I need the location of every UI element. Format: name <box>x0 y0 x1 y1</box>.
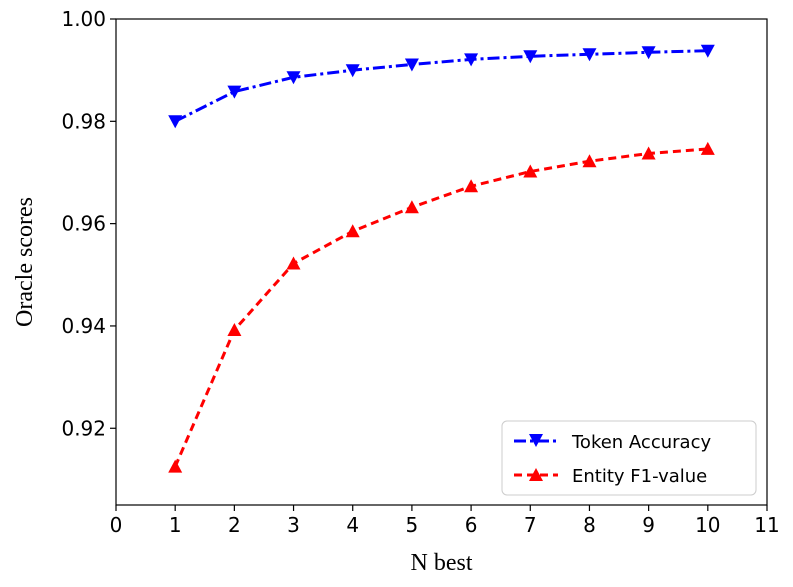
series-line-token-accuracy <box>174 49 708 123</box>
data-point-token-accuracy <box>582 48 597 62</box>
x-tick-label: 11 <box>754 513 779 537</box>
data-point-entity-f1 <box>168 459 183 473</box>
data-point-entity-f1 <box>641 146 656 160</box>
data-point-token-accuracy <box>168 115 183 129</box>
x-tick-label: 7 <box>524 513 537 537</box>
data-point-token-accuracy <box>227 85 242 99</box>
data-point-token-accuracy <box>464 53 479 67</box>
y-tick-label: 0.98 <box>61 109 106 133</box>
legend-marker-entity-f1 <box>529 468 543 481</box>
y-tick-label: 0.92 <box>61 416 106 440</box>
x-tick-label: 6 <box>465 513 478 537</box>
data-point-token-accuracy <box>286 71 301 85</box>
legend-label-token-accuracy: Token Accuracy <box>571 432 711 453</box>
data-point-entity-f1 <box>286 256 301 270</box>
data-point-token-accuracy <box>404 58 419 72</box>
y-tick-label: 0.96 <box>61 212 106 236</box>
plot-frame <box>115 18 768 506</box>
y-tick-label: 0.94 <box>61 314 106 338</box>
data-point-token-accuracy <box>700 44 715 58</box>
y-tick-label: 1.00 <box>61 7 106 31</box>
x-tick-label: 0 <box>110 513 123 537</box>
data-point-entity-f1 <box>404 200 419 214</box>
legend-label-entity-f1: Entity F1-value <box>572 466 707 487</box>
data-point-token-accuracy <box>641 46 656 60</box>
legend-marker-token-accuracy <box>529 434 543 447</box>
series-line-entity-f1 <box>173 147 708 468</box>
data-point-entity-f1 <box>700 141 715 155</box>
data-point-entity-f1 <box>227 323 242 336</box>
legend-box <box>501 420 757 496</box>
x-tick-label: 5 <box>406 513 419 537</box>
x-tick-label: 4 <box>346 513 359 537</box>
data-point-entity-f1 <box>345 224 360 238</box>
x-axis-title: N best <box>411 550 473 576</box>
y-axis-title: Oracle scores <box>12 197 38 327</box>
data-point-entity-f1 <box>523 164 538 178</box>
series-layer <box>168 44 715 473</box>
data-point-token-accuracy <box>523 50 538 64</box>
x-tick-label: 2 <box>228 513 241 537</box>
x-tick-label: 10 <box>695 513 720 537</box>
legend: Token Accuracy Entity F1-value <box>501 420 757 496</box>
data-point-entity-f1 <box>582 154 597 168</box>
x-tick-label: 9 <box>642 513 655 537</box>
ticks-layer: 0 1 2 3 4 5 6 7 8 9 10 11 0.92 0.94 0.96 0.98 1.00 <box>61 7 779 537</box>
x-tick-label: 8 <box>583 513 596 537</box>
data-point-entity-f1 <box>464 179 479 193</box>
x-tick-label: 1 <box>169 513 182 537</box>
x-tick-label: 3 <box>287 513 300 537</box>
data-point-token-accuracy <box>345 64 360 78</box>
